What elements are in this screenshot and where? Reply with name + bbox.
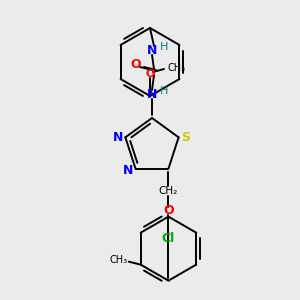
Text: N: N <box>123 164 134 177</box>
Text: N: N <box>147 88 157 100</box>
Text: CH₃: CH₃ <box>168 63 186 73</box>
Text: S: S <box>181 131 190 144</box>
Text: CH₂: CH₂ <box>159 186 178 196</box>
Text: H: H <box>160 86 168 96</box>
Text: CH₃: CH₃ <box>110 255 128 265</box>
Text: N: N <box>147 44 157 56</box>
Text: N: N <box>113 131 124 144</box>
Text: O: O <box>145 69 155 79</box>
Text: Cl: Cl <box>162 232 175 245</box>
Text: O: O <box>163 204 174 217</box>
Text: H: H <box>160 42 168 52</box>
Text: O: O <box>131 58 141 70</box>
